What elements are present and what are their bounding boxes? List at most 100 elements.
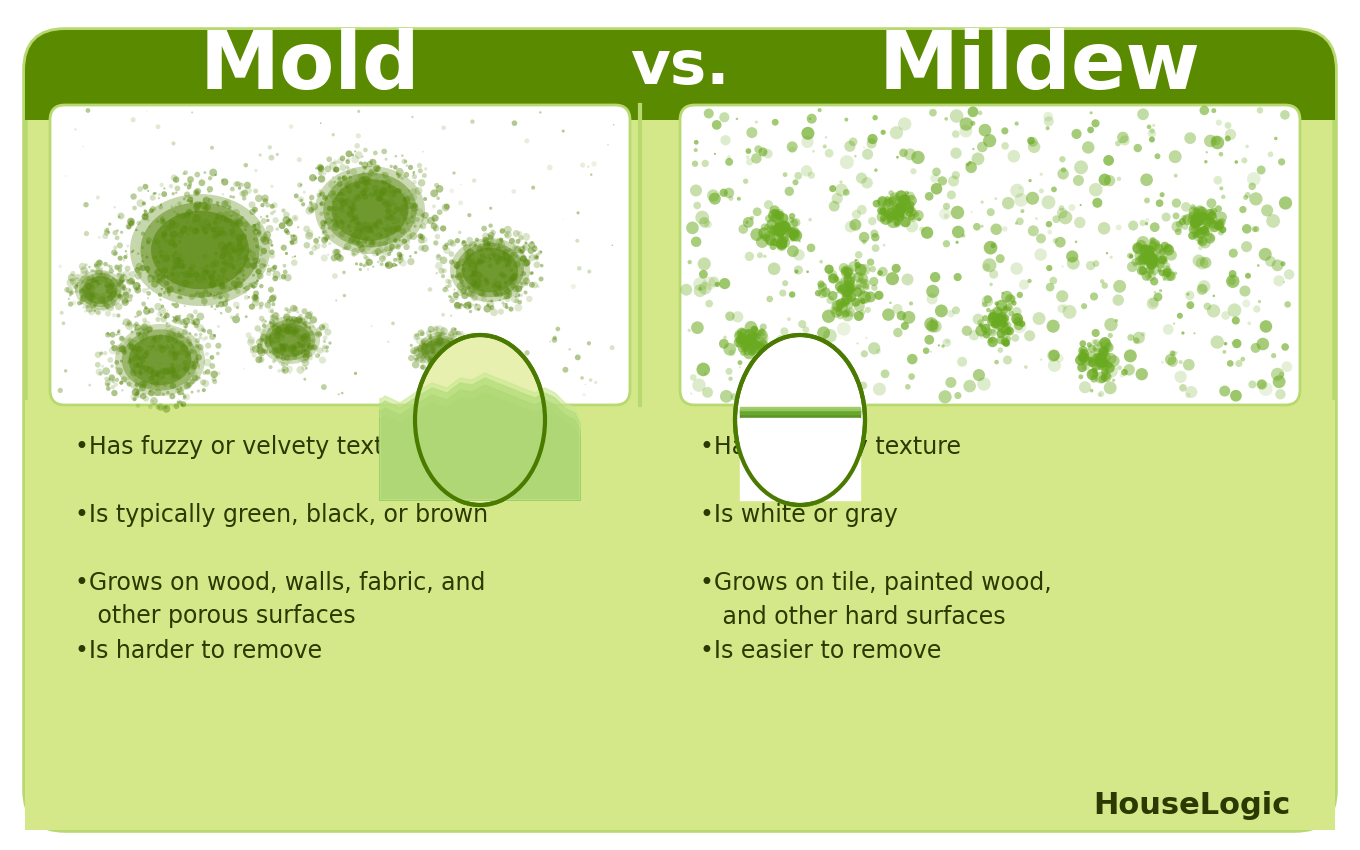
Circle shape (386, 207, 393, 214)
Circle shape (997, 348, 1004, 353)
Circle shape (1057, 168, 1069, 179)
Circle shape (721, 135, 730, 145)
Circle shape (1219, 386, 1231, 397)
Circle shape (1089, 292, 1098, 301)
Circle shape (203, 276, 207, 280)
Circle shape (850, 218, 861, 230)
Circle shape (317, 348, 324, 354)
Circle shape (894, 212, 902, 220)
Circle shape (166, 367, 173, 373)
Circle shape (1104, 343, 1114, 353)
Circle shape (883, 244, 885, 246)
Circle shape (1039, 189, 1044, 194)
Circle shape (427, 287, 432, 292)
Circle shape (413, 354, 419, 360)
Circle shape (333, 159, 337, 162)
Circle shape (122, 292, 129, 298)
Circle shape (1015, 193, 1028, 207)
Circle shape (105, 310, 112, 316)
Circle shape (437, 332, 441, 337)
Circle shape (125, 265, 131, 271)
Circle shape (175, 179, 177, 182)
Circle shape (95, 196, 99, 200)
Circle shape (978, 377, 990, 391)
Circle shape (196, 313, 204, 320)
Circle shape (224, 306, 231, 313)
Circle shape (177, 388, 184, 395)
Circle shape (79, 279, 84, 284)
Circle shape (332, 133, 335, 136)
Circle shape (873, 200, 880, 207)
Circle shape (350, 211, 355, 215)
Circle shape (254, 229, 257, 232)
Circle shape (374, 248, 382, 256)
Circle shape (1133, 332, 1145, 343)
Circle shape (1149, 241, 1157, 250)
Circle shape (418, 179, 426, 187)
Circle shape (208, 274, 214, 280)
Circle shape (432, 361, 441, 369)
Circle shape (753, 347, 760, 354)
Circle shape (381, 228, 384, 230)
Circle shape (113, 230, 118, 235)
Circle shape (898, 215, 903, 222)
Circle shape (752, 332, 758, 337)
Circle shape (808, 218, 812, 222)
Circle shape (374, 189, 381, 196)
Circle shape (1093, 348, 1102, 356)
Circle shape (499, 289, 506, 296)
Circle shape (355, 143, 360, 149)
Circle shape (147, 270, 150, 274)
Circle shape (836, 298, 846, 309)
Circle shape (514, 246, 521, 253)
Circle shape (192, 229, 197, 235)
Circle shape (129, 356, 136, 363)
Circle shape (821, 309, 835, 323)
Circle shape (324, 196, 328, 200)
Circle shape (110, 299, 117, 305)
Circle shape (377, 260, 379, 264)
Circle shape (435, 234, 441, 240)
Circle shape (434, 369, 437, 371)
Circle shape (439, 257, 447, 264)
Circle shape (99, 352, 103, 355)
Circle shape (778, 213, 789, 224)
Circle shape (158, 197, 160, 199)
Circle shape (435, 262, 442, 269)
Circle shape (1281, 361, 1292, 372)
Circle shape (245, 315, 248, 318)
Circle shape (465, 354, 471, 359)
Circle shape (1093, 353, 1106, 365)
Circle shape (189, 196, 193, 200)
Circle shape (144, 266, 151, 272)
Circle shape (1095, 354, 1104, 364)
Circle shape (109, 282, 113, 287)
Circle shape (228, 286, 233, 291)
Circle shape (1276, 389, 1285, 400)
Circle shape (488, 235, 494, 241)
Circle shape (403, 197, 411, 205)
Circle shape (1281, 343, 1289, 351)
Circle shape (427, 351, 430, 354)
Circle shape (1202, 215, 1213, 226)
Circle shape (427, 362, 434, 370)
Circle shape (175, 357, 180, 360)
Circle shape (1182, 215, 1191, 224)
Circle shape (413, 346, 419, 351)
Circle shape (1057, 304, 1066, 313)
Circle shape (322, 211, 325, 213)
Circle shape (364, 177, 371, 184)
Circle shape (849, 138, 857, 146)
Circle shape (186, 184, 192, 190)
Circle shape (435, 332, 442, 338)
Circle shape (144, 382, 147, 385)
Circle shape (450, 356, 457, 362)
Circle shape (1104, 365, 1118, 377)
Circle shape (1206, 213, 1212, 218)
Circle shape (507, 291, 511, 295)
Circle shape (422, 245, 428, 252)
Circle shape (264, 231, 271, 239)
Circle shape (282, 319, 288, 325)
Circle shape (1066, 257, 1080, 269)
Circle shape (151, 280, 159, 287)
